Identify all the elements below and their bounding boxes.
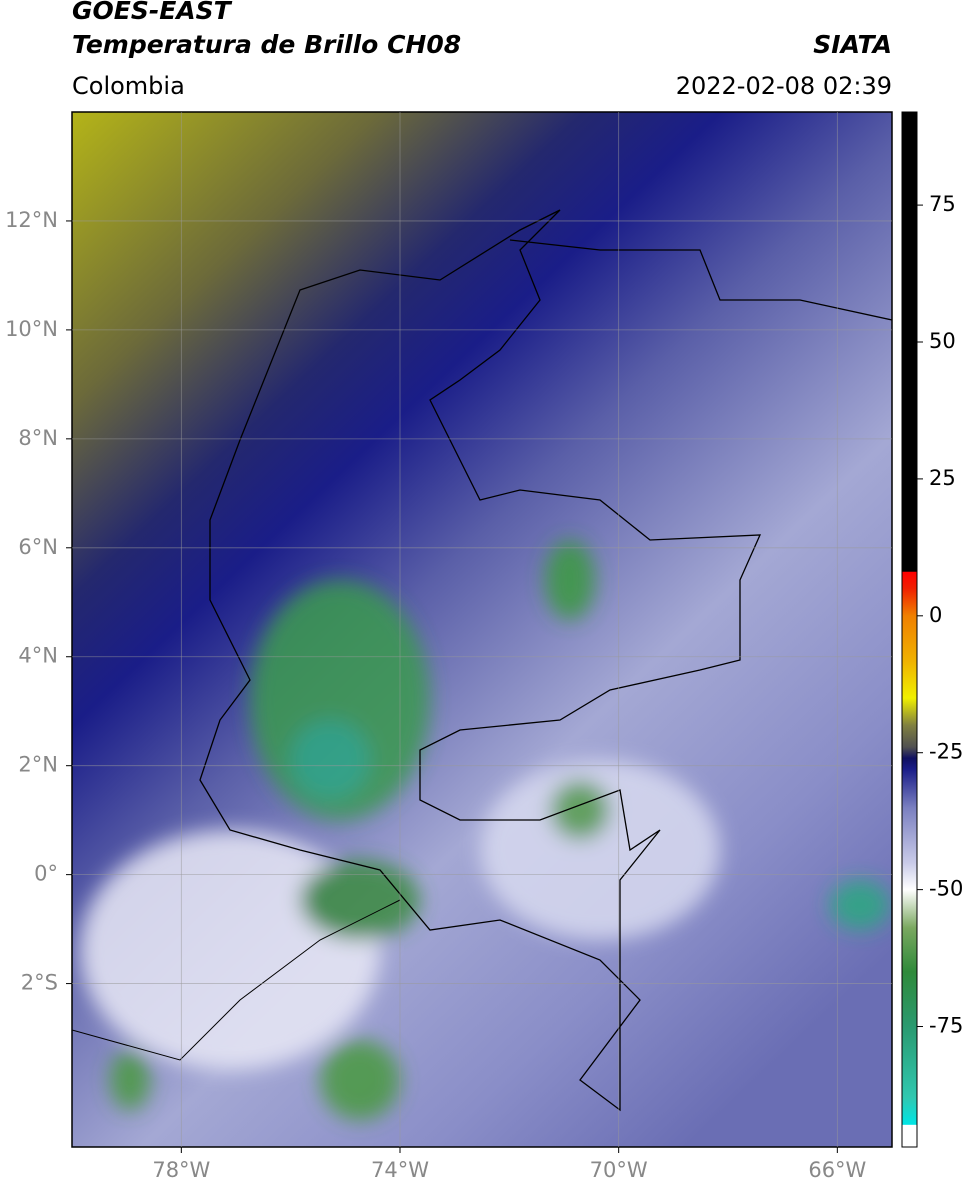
title: GOES-EAST [72,0,233,25]
colorbar-tick-label: -75 [929,1014,963,1038]
colorbar-tick-label: 25 [929,466,956,490]
y-tick-label: 8°N [18,426,58,450]
colorbar [901,111,918,1148]
y-tick-label: 2°N [18,753,58,777]
y-tick-label: 6°N [18,535,58,559]
colorbar-tick-label: -25 [929,740,963,764]
x-tick-label: 66°W [808,1158,866,1182]
colorbar-tick-label: 0 [929,603,942,627]
x-tick-label: 78°W [152,1158,210,1182]
x-tick-label: 74°W [371,1158,429,1182]
colorbar-tick-label: -50 [929,877,963,901]
subtitle: Temperatura de Brillo CH08 [72,30,461,59]
y-tick-label: 10°N [5,317,58,341]
x-tick-label: 70°W [590,1158,648,1182]
y-tick-label: 4°N [18,644,58,668]
y-tick-label: 0° [34,862,58,886]
colorbar-tick-label: 75 [929,192,956,216]
y-tick-label: 12°N [5,208,58,232]
y-tick-label: 2°S [21,971,58,995]
region: Colombia [72,72,185,100]
map-frame [71,111,893,1148]
datetime: 2022-02-08 02:39 [676,72,892,100]
colorbar-tick-label: 50 [929,329,956,353]
source: SIATA [813,30,892,59]
imagery [72,112,892,1147]
